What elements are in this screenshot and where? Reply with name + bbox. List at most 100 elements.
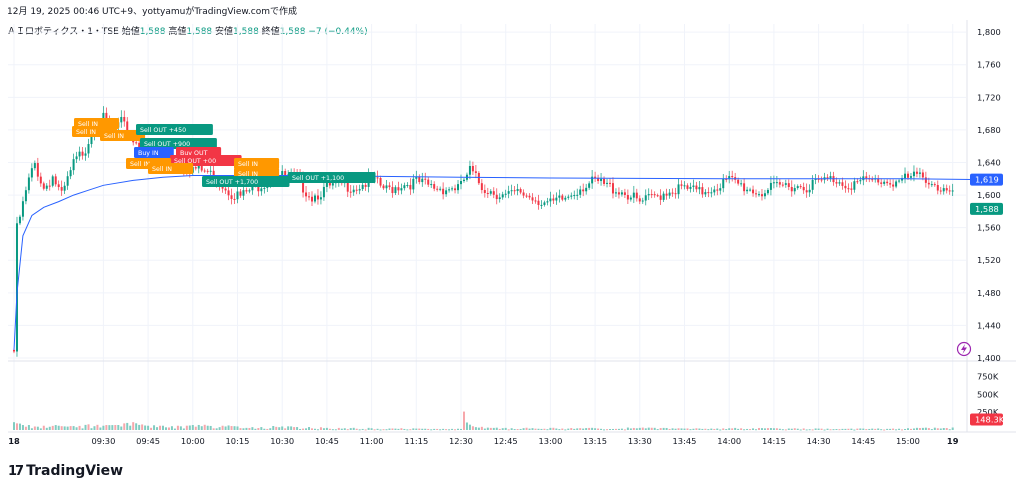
candle-body xyxy=(647,194,650,196)
volume-bar xyxy=(355,428,358,430)
candle-body xyxy=(641,200,644,202)
candle-body xyxy=(629,197,632,200)
candle-body xyxy=(75,156,78,160)
volume-bar xyxy=(856,428,859,430)
time-tick-label: 14:15 xyxy=(762,436,786,446)
candle-body xyxy=(313,195,316,202)
volume-bar xyxy=(376,428,379,430)
candle-body xyxy=(501,194,504,198)
candle-body xyxy=(674,193,677,195)
volume-bar xyxy=(704,428,707,430)
volume-bar xyxy=(480,426,483,430)
candle-body xyxy=(203,170,206,172)
volume-bar xyxy=(737,428,740,430)
time-tick-label: 10:45 xyxy=(315,436,339,446)
volume-bar xyxy=(507,429,510,431)
volume-bar xyxy=(173,428,176,430)
volume-bar xyxy=(179,426,182,430)
candle-body xyxy=(760,194,763,197)
candle-body xyxy=(54,176,57,185)
volume-bar xyxy=(865,429,868,431)
candle-body xyxy=(576,194,579,196)
volume-bar xyxy=(752,428,755,430)
lightning-icon[interactable] xyxy=(956,341,972,357)
volume-bar xyxy=(54,425,57,430)
candle-body xyxy=(525,195,528,197)
tradingview-logo[interactable]: 17 TradingView xyxy=(8,463,123,479)
last-price-badge: 1,588 xyxy=(970,202,1003,215)
candle-body xyxy=(802,186,805,191)
volume-bar xyxy=(159,425,162,430)
volume-last-badge: 148.3K xyxy=(970,413,1005,426)
volume-bar xyxy=(361,428,364,430)
last-price-badge-box xyxy=(970,202,1003,215)
candle-body xyxy=(909,176,912,178)
volume-bar xyxy=(388,428,391,430)
volume-bar xyxy=(927,428,930,430)
volume-bar xyxy=(13,422,15,430)
candle-body xyxy=(886,181,889,184)
candle-body xyxy=(555,197,558,201)
time-tick-label: 19 xyxy=(947,436,959,446)
candle-body xyxy=(18,216,21,224)
volume-bar xyxy=(167,427,170,430)
candle-body xyxy=(457,184,460,191)
trade-label-box xyxy=(134,147,174,158)
candle-body xyxy=(480,183,483,191)
candle-body xyxy=(707,192,710,194)
volume-bar xyxy=(614,428,617,430)
candle-body xyxy=(87,144,90,154)
volume-bar xyxy=(534,428,537,430)
candle-body xyxy=(847,188,850,190)
volume-bar xyxy=(132,422,135,430)
volume-bar xyxy=(677,428,680,430)
candle-body xyxy=(939,190,942,192)
volume-bar xyxy=(516,429,519,431)
volume-bar xyxy=(799,429,802,431)
candle-body xyxy=(892,184,895,187)
trade-label-text: Sell IN xyxy=(238,161,258,168)
volume-bar xyxy=(278,427,281,430)
time-tick-label: 14:30 xyxy=(807,436,831,446)
volume-bar xyxy=(871,428,874,430)
volume-bar xyxy=(164,427,167,430)
trade-label-text: Sell OUT +00 xyxy=(174,158,216,165)
candle-body xyxy=(391,187,394,194)
volume-bar xyxy=(659,428,662,430)
candle-body xyxy=(236,191,239,200)
volume-bar xyxy=(316,429,319,431)
volume-bar xyxy=(287,426,290,430)
volume-bar xyxy=(883,429,886,431)
candle-body xyxy=(746,189,749,192)
candle-body xyxy=(561,195,564,200)
volume-bar xyxy=(349,428,352,430)
candle-body xyxy=(948,190,951,192)
candle-body xyxy=(912,171,915,177)
candle-body xyxy=(448,189,451,191)
volume-bar xyxy=(340,428,343,430)
volume-bar xyxy=(623,429,626,431)
time-tick-label: 14:45 xyxy=(851,436,875,446)
volume-bar xyxy=(334,429,337,431)
volume-bar xyxy=(39,428,42,430)
volume-bar xyxy=(90,428,93,430)
volume-bar xyxy=(576,428,579,430)
volume-bar xyxy=(585,428,588,430)
volume-bar xyxy=(570,428,573,430)
candle-body xyxy=(659,195,662,200)
price-tick-label: 1,480 xyxy=(977,288,1001,298)
volume-bar xyxy=(203,424,206,430)
volume-bar xyxy=(221,425,224,430)
candle-body xyxy=(668,192,671,196)
candle-body xyxy=(769,182,772,190)
candle-body xyxy=(358,189,361,191)
volume-bar xyxy=(784,429,787,431)
volume-bar xyxy=(102,425,105,430)
trade-label-text: Sell IN xyxy=(238,171,258,178)
volume-bar xyxy=(635,428,638,430)
candle-body xyxy=(600,178,603,182)
last-price-badge-text: 1,588 xyxy=(975,204,999,214)
volume-bar xyxy=(218,427,221,430)
